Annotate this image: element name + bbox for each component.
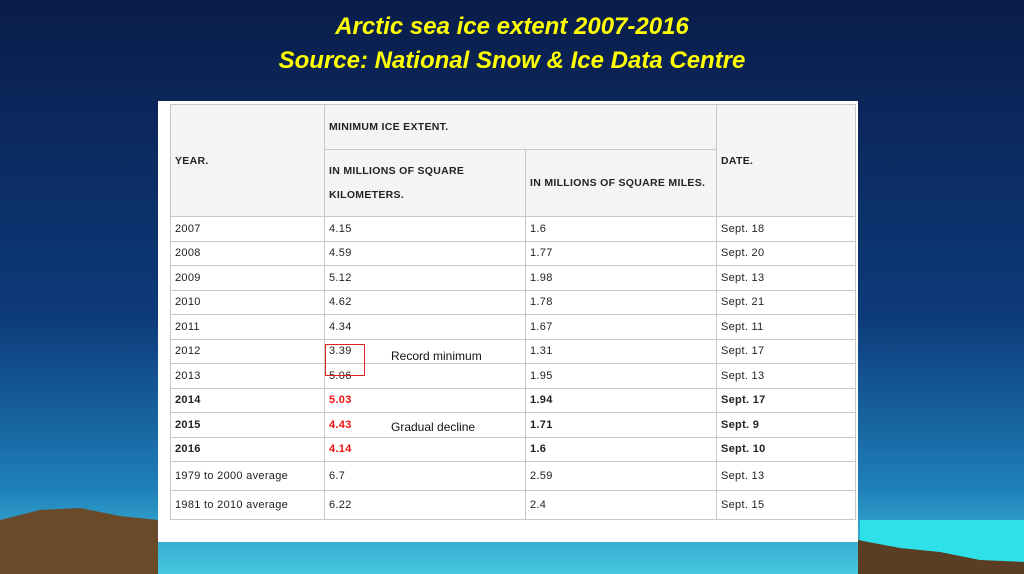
table-row: 2014 5.03 1.94 Sept. 17 (170, 387, 856, 413)
table-cell: 5.03 (324, 387, 526, 413)
table-cell: 1981 to 2010 average (170, 490, 325, 520)
table-cell: Sept. 15 (716, 490, 856, 520)
table-cell: Sept. 10 (716, 436, 856, 462)
table-cell: 1.77 (525, 240, 717, 266)
table-row: 2007 4.15 1.6 Sept. 18 (170, 216, 856, 242)
table-cell: 5.12 (324, 265, 526, 291)
title-line: Arctic sea ice extent 2007-2016 (335, 13, 689, 40)
table-row: 2008 4.59 1.77 Sept. 20 (170, 240, 856, 266)
table-row: 2013 5.06 1.95 Sept. 13 (170, 363, 856, 389)
table-cell: Sept. 18 (716, 216, 856, 242)
table-cell: 2009 (170, 265, 325, 291)
table-cell: 2015 (170, 412, 325, 438)
table-cell: 4.59 (324, 240, 526, 266)
table-cell: 4.14 (324, 436, 526, 462)
table-panel: YEAR. MINIMUM ICE EXTENT. DATE. IN MILLI… (158, 101, 858, 542)
table-cell: Sept. 13 (716, 265, 856, 291)
table-cell: 2012 (170, 338, 325, 364)
table-cell: Sept. 13 (716, 363, 856, 389)
table-row: 2011 4.34 1.67 Sept. 11 (170, 314, 856, 340)
table-cell: Sept. 11 (716, 314, 856, 340)
table-row: 2009 5.12 1.98 Sept. 13 (170, 265, 856, 291)
table-cell: 2014 (170, 387, 325, 413)
table-cell: 1.6 (525, 216, 717, 242)
table-cell: 6.22 (324, 490, 526, 520)
table-cell: Sept. 17 (716, 387, 856, 413)
table-cell: 2.59 (525, 461, 717, 491)
table-cell: 4.43 (324, 412, 526, 438)
table-cell: 1.98 (525, 265, 717, 291)
header-row: IN MILLIONS OF SQUARE KILOMETERS. IN MIL… (171, 149, 856, 217)
table-row: 1979 to 2000 average 6.7 2.59 Sept. 13 (170, 461, 856, 491)
table-cell: Sept. 17 (716, 338, 856, 364)
table-cell: 2007 (170, 216, 325, 242)
header-cell: IN MILLIONS OF SQUARE KILOMETERS. (324, 149, 526, 217)
table-cell: 1.94 (525, 387, 717, 413)
title-line: Source: National Snow & Ice Data Centre (278, 47, 746, 74)
table-row: 1981 to 2010 average 6.22 2.4 Sept. 15 (170, 490, 856, 520)
table-row: 2016 4.14 1.6 Sept. 10 (170, 436, 856, 462)
table-cell: 1.95 (525, 363, 717, 389)
table-cell: 2016 (170, 436, 325, 462)
header-cell: MINIMUM ICE EXTENT. (324, 104, 717, 150)
table-cell: Sept. 20 (716, 240, 856, 266)
table-row: 2012 3.39 1.31 Sept. 17 (170, 338, 856, 364)
table-cell: 2008 (170, 240, 325, 266)
table-cell: 1.67 (525, 314, 717, 340)
table-cell: 4.62 (324, 289, 526, 315)
table-cell: 1.71 (525, 412, 717, 438)
table-cell: Sept. 13 (716, 461, 856, 491)
table-cell: 4.15 (324, 216, 526, 242)
table-row: 2010 4.62 1.78 Sept. 21 (170, 289, 856, 315)
table-cell: Sept. 9 (716, 412, 856, 438)
table-cell: 1.31 (525, 338, 717, 364)
header-cell: IN MILLIONS OF SQUARE MILES. (525, 149, 717, 217)
header-cell: DATE. (716, 104, 856, 217)
table-row: 2015 4.43 1.71 Sept. 9 (170, 412, 856, 438)
table-cell: 2011 (170, 314, 325, 340)
table-cell: 2013 (170, 363, 325, 389)
header-row: YEAR. MINIMUM ICE EXTENT. DATE. (170, 104, 856, 217)
table-cell: 2010 (170, 289, 325, 315)
annotation: Record minimum (391, 349, 482, 363)
header-cell: YEAR. (170, 104, 325, 217)
table-cell: 2.4 (525, 490, 717, 520)
table-cell: 6.7 (324, 461, 526, 491)
table-cell: 1979 to 2000 average (170, 461, 325, 491)
table-cell: 4.34 (324, 314, 526, 340)
table: YEAR. MINIMUM ICE EXTENT. DATE. IN MILLI… (170, 104, 856, 520)
table-cell: Sept. 21 (716, 289, 856, 315)
annotation: Gradual decline (391, 420, 476, 434)
highlight-box (325, 344, 365, 376)
table-cell: 1.78 (525, 289, 717, 315)
table-cell: 1.6 (525, 436, 717, 462)
